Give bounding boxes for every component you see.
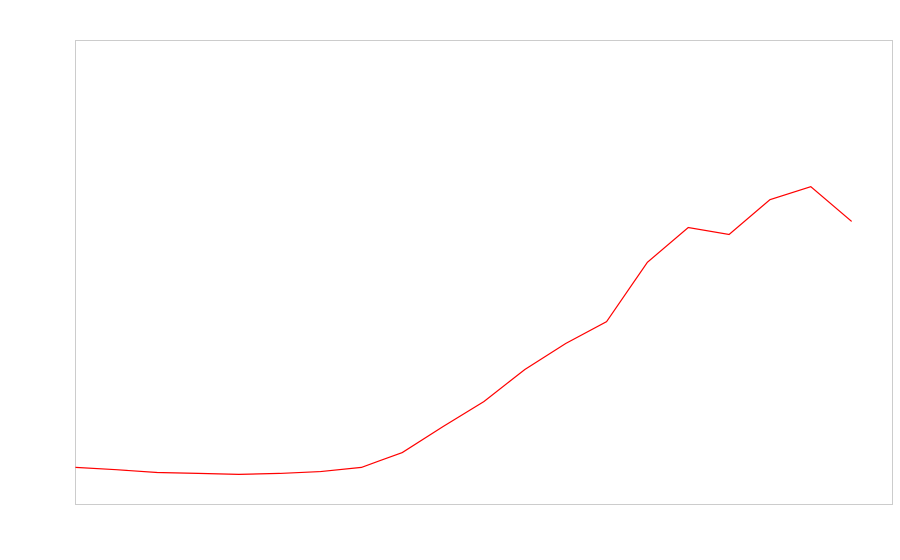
plot-frame [75,40,893,505]
line [75,185,853,475]
